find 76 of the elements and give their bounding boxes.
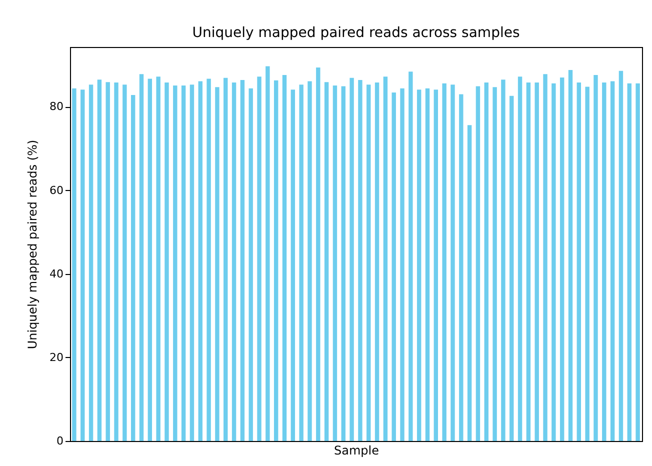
bar — [181, 85, 186, 441]
bar — [350, 78, 354, 441]
bar — [257, 76, 262, 441]
bar — [190, 84, 194, 441]
bar — [492, 87, 497, 441]
bar — [358, 80, 362, 441]
bar — [576, 82, 582, 441]
bar — [114, 82, 118, 441]
bar — [526, 82, 531, 441]
bar — [383, 76, 388, 441]
bar — [501, 80, 506, 441]
y-tick-label: 60 — [50, 184, 64, 197]
bar — [568, 70, 573, 441]
bar — [560, 78, 564, 441]
bar — [510, 96, 514, 441]
bar — [232, 82, 236, 441]
bar — [618, 70, 624, 441]
bar — [484, 82, 488, 441]
y-tick-label: 40 — [50, 267, 64, 280]
bar — [534, 82, 539, 441]
bar — [240, 80, 245, 441]
bar — [442, 83, 446, 441]
bar — [476, 86, 480, 441]
bar — [164, 82, 169, 441]
bar — [366, 84, 371, 441]
bar — [594, 74, 598, 441]
bar — [450, 84, 455, 441]
bar — [552, 83, 556, 441]
bar — [332, 85, 338, 441]
bar — [408, 72, 413, 441]
bar — [290, 90, 296, 441]
bar — [72, 88, 76, 441]
bar — [266, 66, 270, 441]
bar — [610, 81, 615, 441]
bar — [434, 90, 438, 441]
y-tick-label: 80 — [50, 100, 64, 114]
bar — [282, 74, 287, 441]
bar — [602, 82, 606, 441]
bar — [215, 87, 220, 441]
bar — [198, 81, 202, 441]
bar — [585, 86, 590, 441]
y-tick-label: 0 — [56, 434, 64, 448]
bar — [425, 88, 430, 441]
bar — [80, 90, 85, 441]
bar — [130, 95, 136, 441]
bar — [308, 81, 312, 441]
bar — [248, 88, 253, 441]
bar — [139, 74, 144, 441]
bar — [416, 90, 422, 441]
y-tick-label: 20 — [50, 350, 64, 364]
bar — [206, 78, 211, 441]
bar — [392, 92, 396, 441]
bar — [459, 94, 464, 441]
bar — [400, 88, 404, 441]
bar — [636, 83, 640, 441]
bar — [518, 76, 522, 441]
bar — [324, 82, 329, 441]
y-axis-title: Uniquely mapped paired reads (%) — [26, 140, 40, 350]
bar — [122, 84, 127, 441]
bar — [88, 84, 94, 441]
bar — [106, 82, 110, 441]
bar — [627, 83, 632, 441]
bar — [97, 80, 102, 441]
bar — [224, 78, 228, 441]
bar — [543, 74, 548, 441]
bar — [274, 80, 278, 441]
bar — [173, 85, 178, 441]
bar — [299, 84, 304, 441]
bar — [467, 125, 472, 441]
bar — [316, 67, 320, 441]
bar — [341, 86, 346, 441]
bar — [374, 82, 380, 441]
chart-title: Uniquely mapped paired reads across samples — [192, 25, 520, 41]
bar — [148, 78, 152, 441]
x-axis-title: Sample — [334, 444, 379, 458]
bar — [156, 76, 160, 441]
